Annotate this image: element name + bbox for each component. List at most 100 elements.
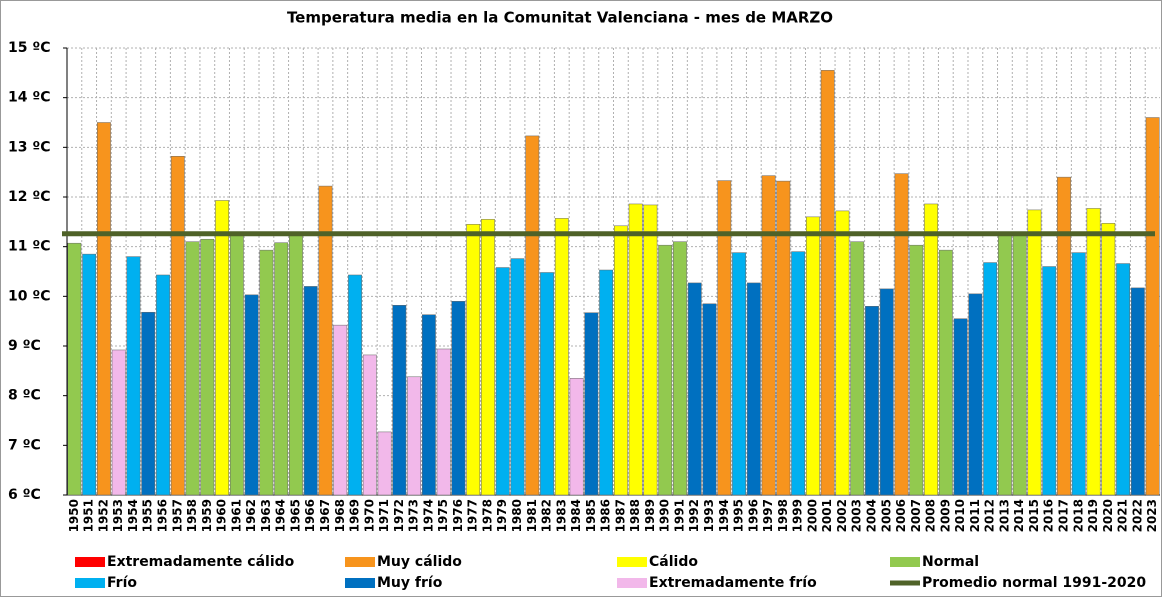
legend-label: Promedio normal 1991-2020	[922, 575, 1146, 591]
x-tick-label: 2023	[1145, 499, 1159, 532]
legend-label: Cálido	[649, 554, 698, 570]
bar	[318, 185, 333, 496]
x-tick-label: 1952	[96, 499, 110, 532]
x-tick-label: 2003	[850, 499, 864, 532]
x-tick-label: 1988	[628, 499, 642, 532]
x-tick-label: 1992	[687, 499, 701, 532]
x-tick-label: 2017	[1056, 499, 1070, 532]
bar	[244, 294, 259, 496]
bar	[510, 258, 525, 496]
bar	[673, 241, 687, 496]
x-tick-label: 1966	[303, 499, 317, 532]
y-tick-label: 15 ºC	[8, 40, 51, 56]
x-tick-label: 1970	[362, 499, 376, 532]
x-tick-label: 1963	[259, 499, 273, 532]
chart-title: Temperatura media en la Comunitat Valenc…	[287, 9, 833, 27]
x-tick-label: 1999	[791, 499, 805, 532]
x-tick-label: 1981	[525, 499, 539, 532]
bar	[776, 180, 791, 496]
bar	[451, 301, 466, 496]
bar	[481, 219, 495, 496]
y-tick-label: 9 ºC	[8, 338, 41, 354]
x-tick-label: 1996	[746, 499, 760, 532]
bar	[865, 306, 879, 496]
x-tick-label: 1984	[569, 499, 583, 532]
bar	[717, 180, 732, 496]
bar	[1130, 287, 1145, 496]
x-tick-label: 1953	[111, 499, 125, 532]
bar	[540, 272, 554, 496]
x-tick-label: 2012	[983, 499, 997, 532]
bar	[348, 274, 362, 496]
bar	[791, 251, 806, 496]
x-tick-label: 1959	[200, 499, 214, 532]
bar	[200, 238, 215, 496]
bar	[466, 224, 481, 496]
x-tick-label: 1968	[333, 499, 347, 532]
legend-swatch	[617, 578, 647, 588]
x-tick-label: 1989	[643, 499, 657, 532]
bar	[185, 241, 200, 496]
bar	[67, 242, 82, 496]
bar	[1012, 231, 1027, 496]
bar	[761, 175, 776, 496]
x-tick-label: 2014	[1012, 499, 1026, 532]
x-tick-label: 1965	[288, 499, 302, 532]
bar	[879, 288, 894, 496]
x-tick-label: 1957	[170, 499, 184, 532]
bar	[835, 210, 850, 496]
x-tick-label: 1971	[377, 499, 391, 532]
legend-label: Extremadamente cálido	[107, 554, 295, 570]
bar	[1027, 209, 1042, 496]
x-tick-label: 1993	[702, 499, 716, 532]
bar	[820, 70, 835, 496]
x-tick-label: 2009	[938, 499, 952, 532]
y-tick-label: 14 ºC	[8, 90, 51, 106]
y-tick-label: 6 ºC	[8, 487, 41, 503]
x-tick-label: 2015	[1027, 499, 1041, 532]
legend-swatch	[75, 557, 105, 567]
bar	[983, 262, 998, 496]
y-tick-label: 12 ºC	[8, 189, 51, 205]
x-tick-label: 1961	[229, 499, 243, 532]
x-tick-label: 1979	[495, 499, 509, 532]
x-tick-label: 1977	[466, 499, 480, 532]
x-tick-label: 1954	[126, 499, 140, 532]
x-tick-label: 2016	[1042, 499, 1056, 532]
x-tick-label: 2010	[953, 499, 967, 532]
legend-swatch	[345, 578, 375, 588]
legend-swatch	[890, 557, 920, 567]
bar	[1071, 252, 1086, 496]
bar	[613, 225, 628, 496]
legend-swatch	[617, 557, 647, 567]
x-tick-label: 1978	[480, 499, 494, 532]
x-tick-label: 1958	[185, 499, 199, 532]
bar	[170, 156, 185, 496]
bar	[687, 282, 702, 496]
bar	[229, 232, 244, 496]
bar	[806, 216, 820, 496]
bar	[495, 267, 510, 496]
x-tick-label: 1974	[421, 499, 435, 532]
x-tick-label: 1997	[761, 499, 775, 532]
bar	[215, 200, 229, 496]
bar	[953, 318, 968, 496]
x-tick-label: 1986	[599, 499, 613, 532]
bar	[289, 235, 303, 496]
legend-label: Frío	[107, 575, 137, 591]
bar	[938, 249, 953, 496]
bar	[554, 218, 569, 496]
y-tick-label: 10 ºC	[8, 288, 51, 304]
x-tick-label: 1975	[436, 499, 450, 532]
x-tick-label: 2004	[864, 499, 878, 532]
x-tick-label: 1987	[613, 499, 627, 532]
bar	[702, 303, 717, 496]
x-tick-label: 2020	[1101, 499, 1115, 532]
x-tick-label: 1962	[244, 499, 258, 532]
x-tick-label: 2019	[1086, 499, 1100, 532]
x-tick-label: 1951	[82, 499, 96, 532]
bar	[643, 204, 658, 496]
bar	[259, 249, 274, 496]
y-tick-label: 11 ºC	[8, 239, 51, 255]
x-tick-label: 2022	[1130, 499, 1144, 532]
